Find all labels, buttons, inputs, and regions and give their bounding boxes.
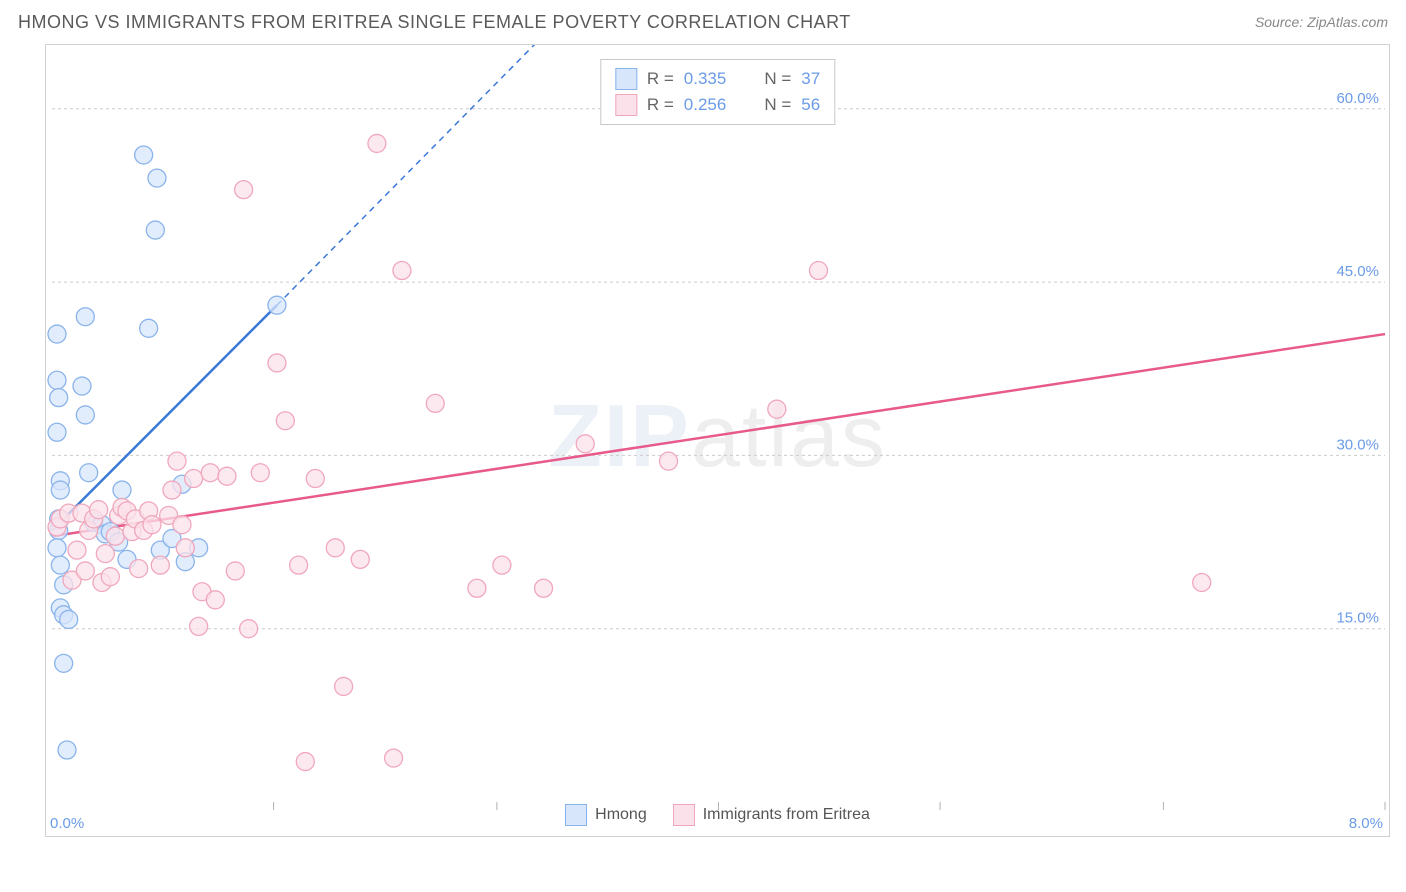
legend-label-b: Immigrants from Eritrea [703, 806, 870, 824]
stats-row-a: R = 0.335 N = 37 [615, 66, 820, 92]
n-label-b: N = [764, 95, 791, 115]
r-label-a: R = [647, 69, 674, 89]
chart-svg: 15.0% 30.0% 45.0% 60.0% [46, 45, 1389, 836]
x-axis-min-label: 0.0% [50, 815, 84, 832]
stats-legend: R = 0.335 N = 37 R = 0.256 N = 56 [600, 59, 835, 125]
swatch-b [615, 94, 637, 116]
series-legend: Hmong Immigrants from Eritrea [46, 800, 1389, 830]
n-value-b: 56 [801, 95, 820, 115]
n-value-a: 37 [801, 69, 820, 89]
svg-text:45.0%: 45.0% [1336, 263, 1379, 280]
svg-text:60.0%: 60.0% [1336, 90, 1379, 107]
svg-text:15.0%: 15.0% [1336, 610, 1379, 627]
r-value-a: 0.335 [684, 69, 727, 89]
legend-label-a: Hmong [595, 806, 647, 824]
legend-swatch-b [673, 804, 695, 826]
chart-plot-area: ZIPatlas 15.0%30.0%45.0%60.0% R = 0.335 … [45, 44, 1390, 837]
svg-text:30.0%: 30.0% [1336, 436, 1379, 453]
legend-item-b: Immigrants from Eritrea [673, 804, 870, 826]
legend-item-a: Hmong [565, 804, 647, 826]
n-label-a: N = [764, 69, 791, 89]
stats-row-b: R = 0.256 N = 56 [615, 92, 820, 118]
legend-swatch-a [565, 804, 587, 826]
page-title: HMONG VS IMMIGRANTS FROM ERITREA SINGLE … [18, 12, 851, 33]
r-label-b: R = [647, 95, 674, 115]
swatch-a [615, 68, 637, 90]
x-axis-max-label: 8.0% [1349, 815, 1383, 832]
source-attribution: Source: ZipAtlas.com [1255, 14, 1388, 30]
r-value-b: 0.256 [684, 95, 727, 115]
